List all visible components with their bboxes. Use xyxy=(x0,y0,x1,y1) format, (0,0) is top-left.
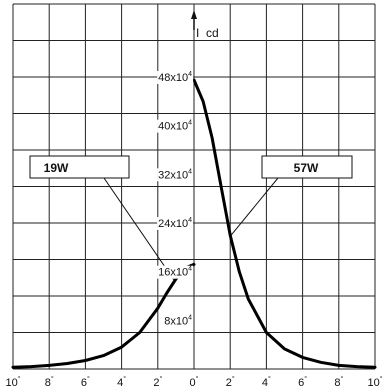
y-tick-labels: 8x104 16x104 24x104 32x104 40x104 48x104 xyxy=(157,71,194,328)
y-tick-label-bg xyxy=(157,217,194,230)
callout-leader-19w xyxy=(103,177,175,281)
y-tick-label: 16x104 xyxy=(158,266,192,279)
x-tick-label: 0° xyxy=(190,375,199,389)
callout-label-19w: 19W xyxy=(44,161,69,175)
x-tick-label: 2° xyxy=(153,375,162,389)
y-tick-24: 24x104 xyxy=(157,217,194,230)
y-tick-label-bg xyxy=(157,168,194,182)
y-tick-label: 24x104 xyxy=(158,217,192,230)
x-tick-label: 10° xyxy=(367,375,382,389)
x-tick-label: 4° xyxy=(117,375,126,389)
y-tick-48: 48x104 xyxy=(157,71,194,84)
y-tick-16: 16x104 xyxy=(157,265,194,279)
y-tick-40: 40x104 xyxy=(157,119,194,133)
series-group xyxy=(11,78,377,369)
x-tick-label: 6° xyxy=(81,375,90,389)
grid xyxy=(12,3,376,370)
y-tick-label-bg xyxy=(157,71,194,84)
y-tick-label: 8x104 xyxy=(164,314,192,327)
y-axis-label: I xyxy=(196,26,199,40)
callout-label-57w: 57W xyxy=(294,161,319,175)
axes xyxy=(191,10,197,30)
x-tick-label: 6° xyxy=(298,375,307,389)
y-tick-label: 40x104 xyxy=(158,120,192,133)
x-tick-label: 8° xyxy=(334,375,343,389)
callout-box-57w xyxy=(261,155,353,179)
y-tick-label-bg xyxy=(163,314,194,328)
y-tick-8: 8x104 xyxy=(163,314,194,328)
y-tick-label: 48x104 xyxy=(158,71,192,84)
callouts: 19W 57W xyxy=(29,155,353,281)
x-tick-label: 2° xyxy=(226,375,235,389)
x-tick-label: 4° xyxy=(262,375,271,389)
y-axis-unit: cd xyxy=(206,26,219,40)
x-tick-labels: 10° 8° 6° 4° 2° 0° 2° 4° 6° 8° 10° xyxy=(5,375,382,389)
callout-box-19w xyxy=(29,155,130,179)
x-tick-label: 8° xyxy=(45,375,54,389)
y-tick-label-bg xyxy=(157,265,194,279)
x-tick-label: 10° xyxy=(5,375,20,389)
series-line-57w xyxy=(192,78,377,369)
y-tick-label: 32x104 xyxy=(158,168,192,181)
y-tick-32: 32x104 xyxy=(157,168,194,182)
series-line-19w xyxy=(11,262,196,369)
callout-leader-57w xyxy=(230,177,279,236)
y-tick-label-bg xyxy=(157,119,194,133)
y-axis-arrowhead xyxy=(191,10,197,19)
